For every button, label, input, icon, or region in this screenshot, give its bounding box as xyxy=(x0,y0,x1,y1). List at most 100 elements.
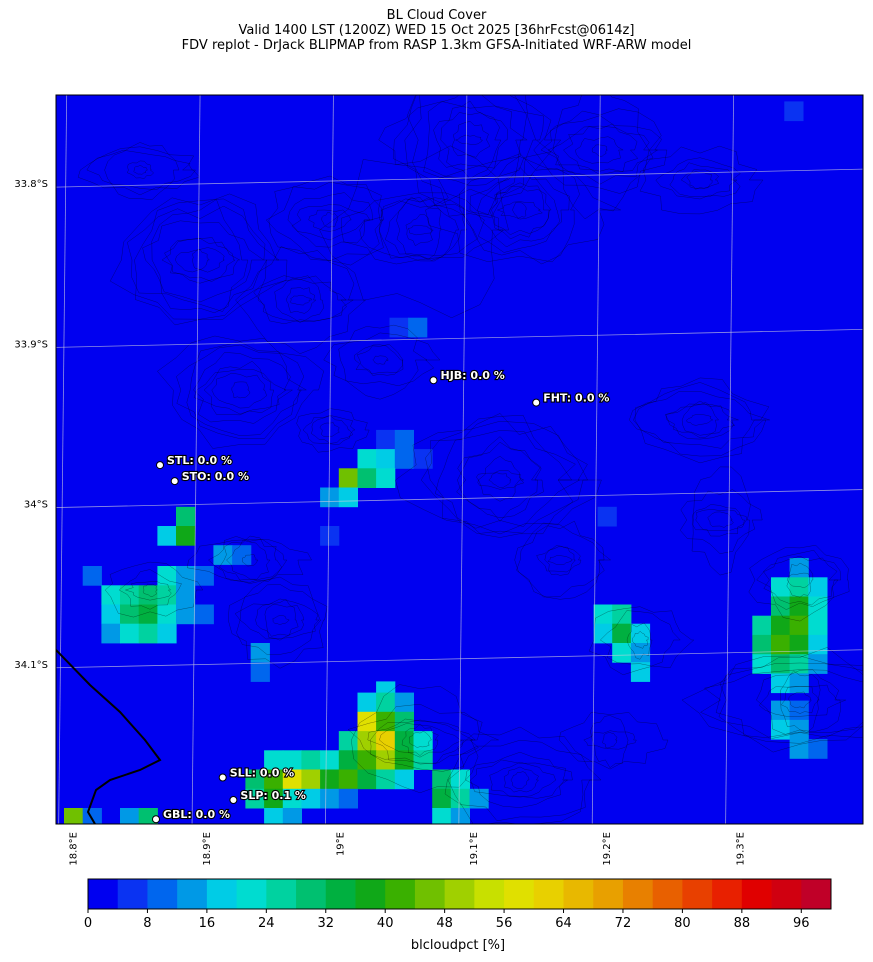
colorbar-tick-label: 0 xyxy=(84,916,92,931)
terrain-contour xyxy=(447,726,594,824)
cloud-cell xyxy=(301,750,321,770)
cloud-cell xyxy=(338,788,358,809)
cloud-cell xyxy=(250,643,270,663)
colorbar-segment xyxy=(325,879,356,909)
terrain-contour xyxy=(665,403,736,436)
terrain-contour xyxy=(516,522,612,598)
cloud-cell xyxy=(394,750,414,770)
cloud-cell xyxy=(612,623,632,644)
lon-gridline xyxy=(458,95,468,824)
terrain-contour xyxy=(700,669,863,738)
terrain-contour xyxy=(503,766,539,793)
cloud-cell xyxy=(376,750,396,770)
colorbar-segment xyxy=(682,879,713,909)
colorbar-segment xyxy=(236,879,267,909)
cloud-cell xyxy=(101,623,121,644)
colorbar-tick-label: 56 xyxy=(496,916,513,931)
terrain-contour xyxy=(639,145,764,215)
cloud-cell xyxy=(413,750,433,770)
colorbar-segment xyxy=(622,879,654,909)
cloud-cell xyxy=(101,604,121,625)
cloud-cell xyxy=(593,623,613,644)
cloud-cell xyxy=(157,526,177,546)
terrain-contour xyxy=(407,225,434,236)
cloud-cell xyxy=(282,750,302,770)
cloud-cell xyxy=(138,585,158,605)
cloud-cell xyxy=(338,731,358,751)
cloud-cell xyxy=(101,585,121,605)
terrain-contour xyxy=(151,199,249,314)
terrain-contour xyxy=(590,715,629,769)
plot-area: HJB: 0.0 % FHT: 0.0 % STL: 0.0 % STO: 0.0 %… xyxy=(56,95,863,824)
lat-gridline xyxy=(56,489,863,508)
cloud-cell xyxy=(138,623,158,644)
terrain-contour xyxy=(558,712,669,770)
terrain-contour xyxy=(323,332,441,387)
cloud-cell xyxy=(394,429,414,450)
terrain-contour xyxy=(341,192,505,265)
terrain-contour xyxy=(255,603,305,637)
colorbar-segment xyxy=(117,879,148,909)
lon-gridline xyxy=(725,95,735,824)
site-marker-slp xyxy=(229,796,238,804)
terrain-contour xyxy=(758,684,846,717)
terrain-contour xyxy=(489,761,557,798)
colorbar-tick-label: 48 xyxy=(436,916,453,931)
cloud-cell xyxy=(157,566,177,586)
cloud-cell xyxy=(789,654,809,674)
cloud-cell xyxy=(338,750,358,770)
lat-tick-label: 34°S xyxy=(24,500,48,511)
terrain-contour xyxy=(547,125,654,176)
terrain-contour xyxy=(311,415,354,444)
terrain-contour xyxy=(285,287,317,314)
lon-gridline xyxy=(58,95,68,824)
terrain-contour xyxy=(425,414,574,538)
cloud-cell xyxy=(394,692,414,713)
terrain-contour xyxy=(236,584,322,656)
chart-source: FDV replot - DrJack BLIPMAP from RASP 1.… xyxy=(181,38,692,53)
terrain-contour xyxy=(756,669,841,735)
cloud-cell xyxy=(338,769,358,790)
terrain-contour xyxy=(469,167,570,253)
terrain-contour xyxy=(393,95,562,204)
terrain-contour xyxy=(433,112,509,169)
site-markers: HJB: 0.0 % FHT: 0.0 % STL: 0.0 % STO: 0.0 %… xyxy=(152,368,611,824)
colorbar-segment xyxy=(652,879,683,909)
terrain-contour xyxy=(234,598,320,640)
terrain-contour xyxy=(780,670,821,733)
cloud-cell xyxy=(771,719,791,740)
cloud-cell xyxy=(789,700,809,721)
cloud-cell xyxy=(789,577,809,597)
cloud-cell xyxy=(394,731,414,751)
cloud-cell xyxy=(245,788,265,809)
cloud-cell xyxy=(282,769,302,790)
cloud-cell xyxy=(120,808,140,824)
colorbar-tick-label: 64 xyxy=(555,916,572,931)
terrain-contour xyxy=(454,134,483,145)
terrain-contour xyxy=(174,247,226,273)
plot-background xyxy=(56,95,863,824)
lon-gridline xyxy=(325,95,334,824)
site-label-gbl: GBL: 0.0 % xyxy=(163,808,230,821)
cloud-cell xyxy=(789,739,809,759)
terrain-contour xyxy=(192,249,210,271)
cloud-cell xyxy=(157,604,177,625)
terrain-contour xyxy=(384,197,460,261)
terrain-contour xyxy=(401,723,439,756)
cloud-cell xyxy=(138,604,158,625)
terrain-contour xyxy=(692,504,745,537)
cloud-cell xyxy=(301,769,321,790)
colorbar-frame xyxy=(87,878,832,910)
site-marker-stl xyxy=(156,461,164,470)
chart-title-block: BL Cloud Cover Valid 1400 LST (1200Z) WE… xyxy=(0,8,873,53)
terrain-contour xyxy=(157,335,324,449)
terrain-contour xyxy=(211,372,267,409)
terrain-contour xyxy=(423,95,528,186)
terrain-contour xyxy=(208,536,288,583)
cloud-cell xyxy=(120,585,140,605)
terrain-contour xyxy=(459,153,580,265)
terrain-contour xyxy=(536,545,582,573)
terrain-contour xyxy=(718,647,863,753)
terrain-contour xyxy=(715,662,863,739)
cloud-cell xyxy=(357,711,377,732)
